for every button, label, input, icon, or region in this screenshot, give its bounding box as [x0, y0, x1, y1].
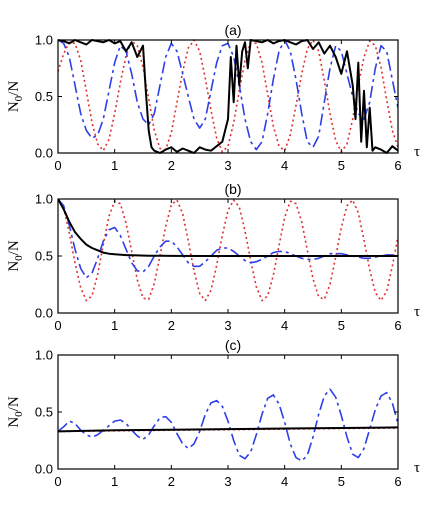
series-solid-line: [58, 426, 398, 433]
panel-label: (c): [225, 337, 241, 353]
x-tick-label: 5: [338, 474, 345, 489]
series-solid-line: [58, 39, 398, 154]
x-axis-label: τ: [414, 144, 420, 160]
x-tick-label: 2: [168, 318, 175, 333]
x-tick-label: 4: [281, 474, 288, 489]
x-tick-label: 4: [281, 318, 288, 333]
series-dotted-line: [58, 198, 398, 302]
y-axis-label: N0/N: [6, 240, 25, 272]
x-tick-label: 5: [338, 318, 345, 333]
y-tick-label: 1.0: [35, 33, 53, 48]
y-tick-label: 0.0: [35, 462, 53, 477]
panel-1: 0 1 2 3 4 5 6 0.0 0.5 1.0 (a) τ N0/N: [6, 22, 420, 173]
series-dashed-line: [58, 388, 398, 462]
x-tick-label: 3: [224, 474, 231, 489]
series-group: [58, 198, 398, 302]
y-tick-label: 0.0: [35, 146, 53, 161]
plot-frame: [57, 354, 399, 470]
x-axis-label: τ: [414, 460, 420, 476]
panel-label: (b): [224, 181, 241, 197]
y-tick-label: 1.0: [35, 348, 53, 363]
x-tick-label: 4: [281, 158, 288, 173]
y-axis-label: N0/N: [6, 396, 25, 428]
x-axis-label: τ: [414, 304, 420, 320]
x-tick-label: 0: [54, 158, 61, 173]
series-group: [58, 39, 398, 154]
x-tick-label: 3: [224, 318, 231, 333]
series-dashed-line: [58, 198, 398, 279]
x-tick-label: 1: [111, 158, 118, 173]
x-tick-label: 2: [168, 158, 175, 173]
y-tick-label: 0.0: [35, 306, 53, 321]
x-tick-label: 1: [111, 474, 118, 489]
x-tick-label: 6: [394, 474, 401, 489]
x-tick-label: 2: [168, 474, 175, 489]
x-tick-label: 6: [394, 158, 401, 173]
x-tick-label: 0: [54, 474, 61, 489]
y-axis-label: N0/N: [6, 81, 25, 113]
y-tick-label: 0.5: [35, 89, 53, 104]
panel-label: (a): [224, 22, 241, 38]
x-tick-label: 3: [224, 158, 231, 173]
panel-3: 0 1 2 3 4 5 6 0.0 0.5 1.0 (c) τ N0/N: [6, 337, 420, 489]
y-tick-label: 0.5: [35, 405, 53, 420]
panel-2: 0 1 2 3 4 5 6 0.0 0.5 1.0 (b) τ N0/N: [6, 181, 420, 333]
x-tick-label: 6: [394, 318, 401, 333]
x-tick-label: 0: [54, 318, 61, 333]
x-tick-label: 1: [111, 318, 118, 333]
series-group: [58, 388, 398, 462]
series-solid-line: [58, 198, 398, 257]
y-tick-label: 0.5: [35, 249, 53, 264]
y-tick-label: 1.0: [35, 192, 53, 207]
x-tick-label: 5: [338, 158, 345, 173]
